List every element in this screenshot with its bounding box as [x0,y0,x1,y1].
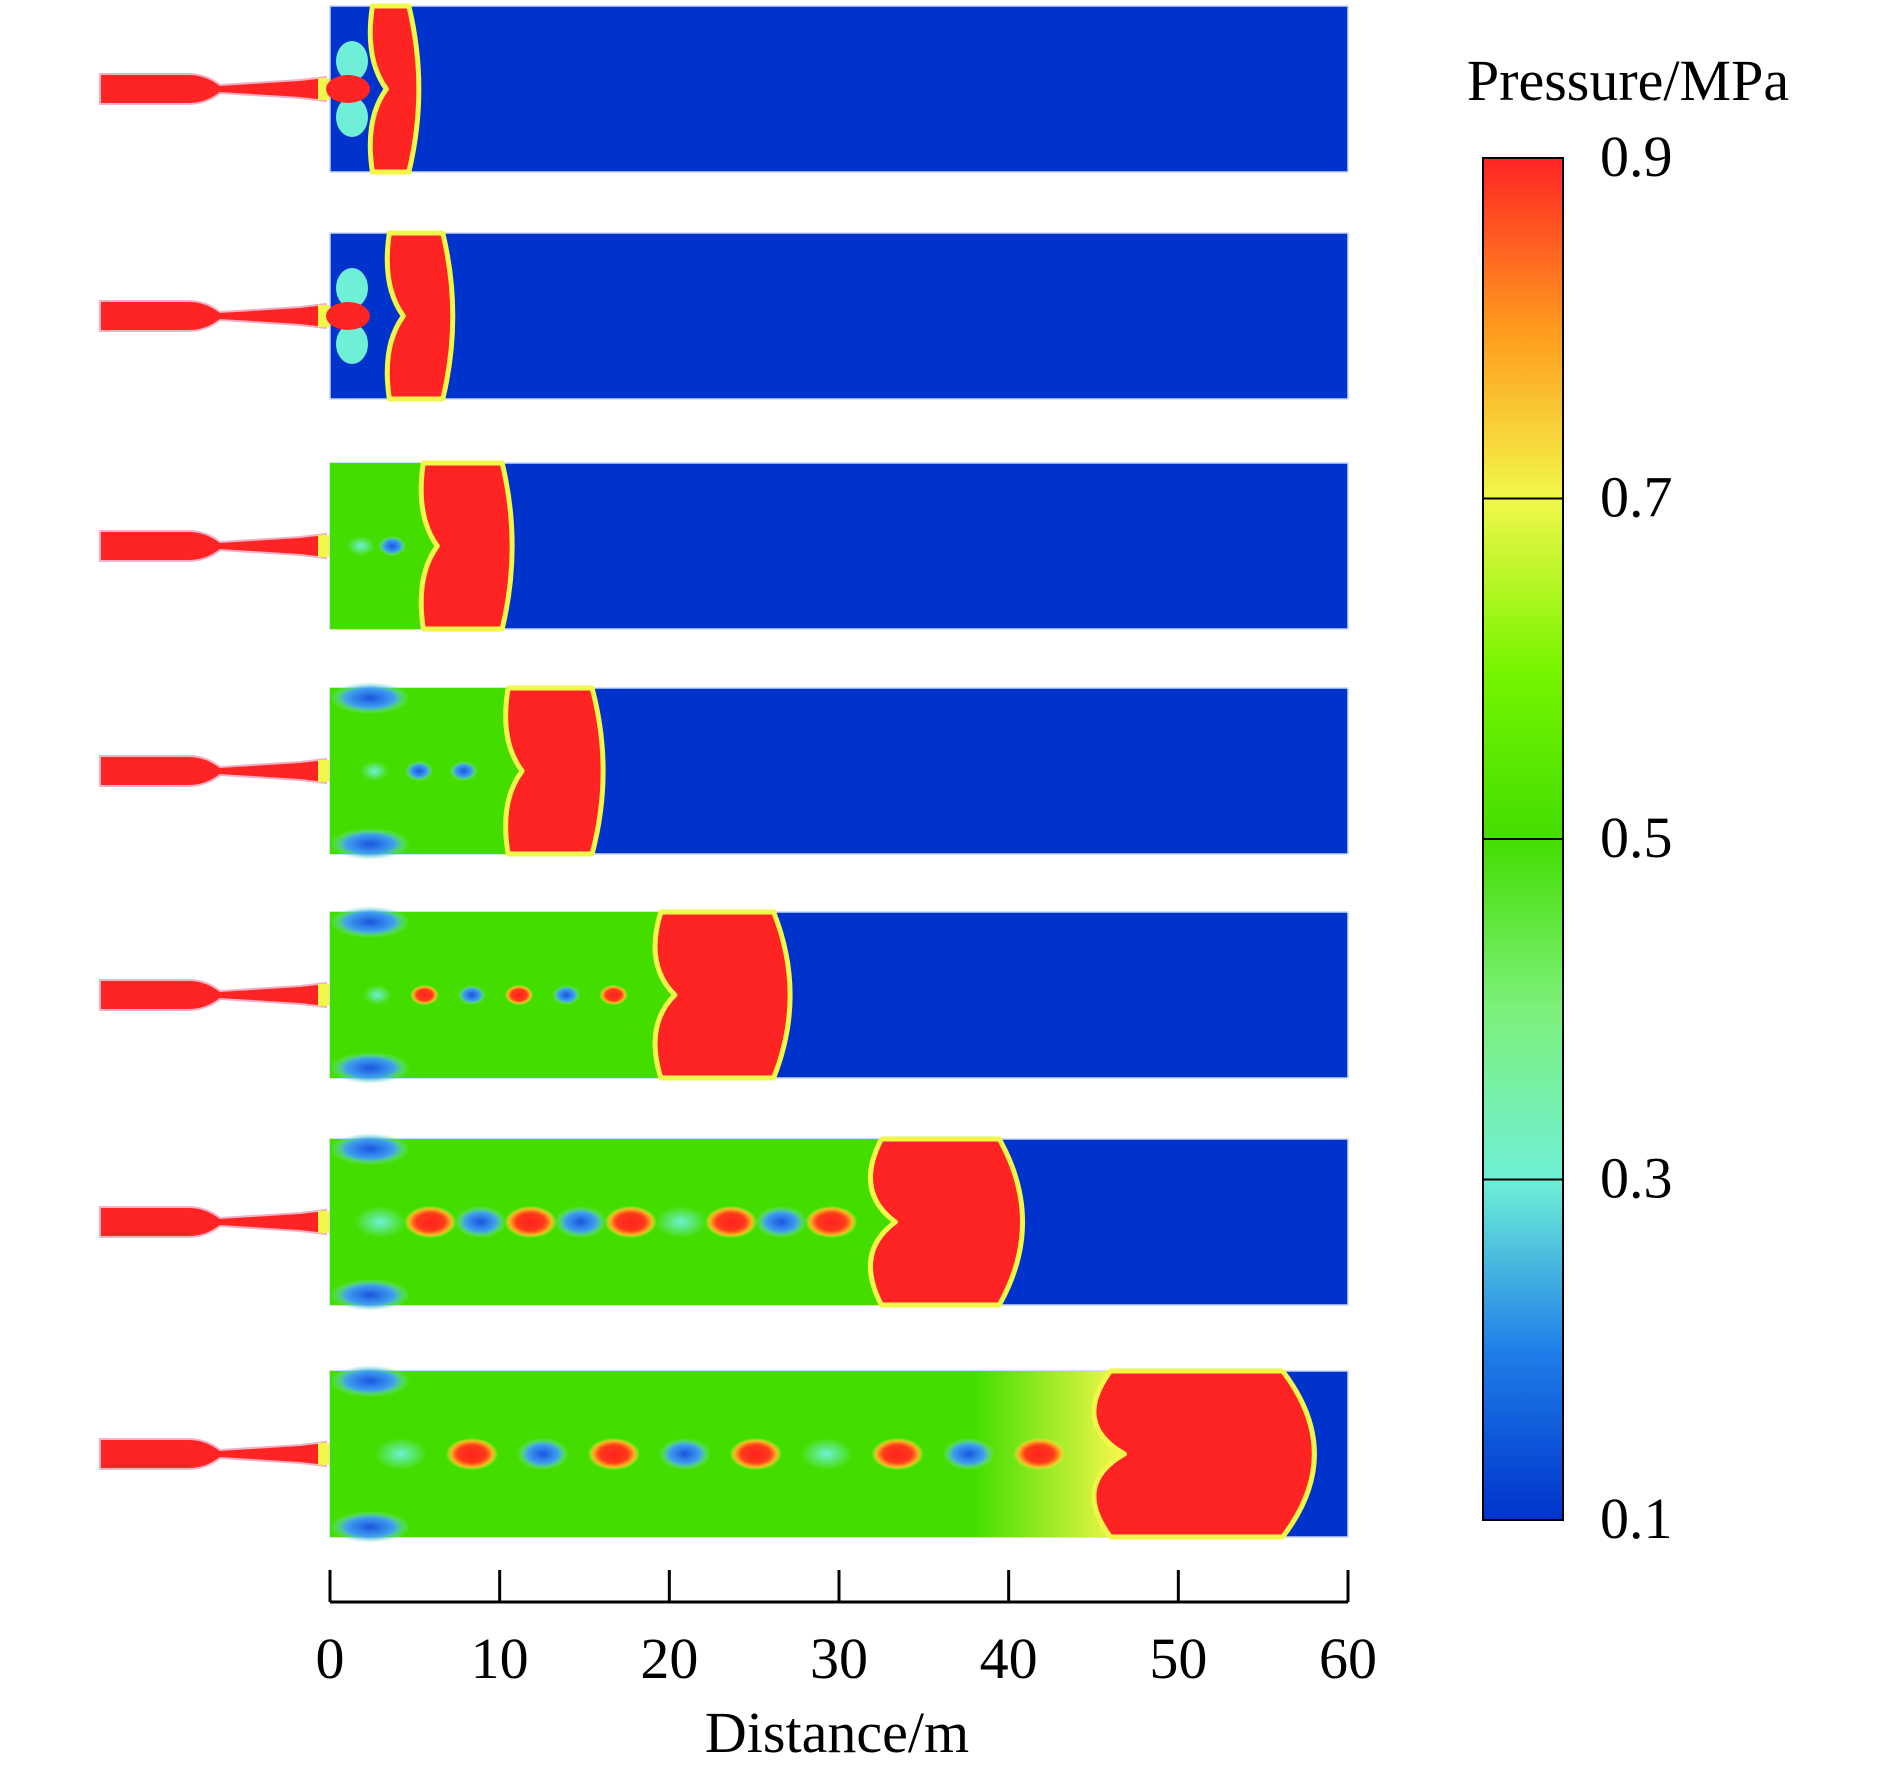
shock-cell [658,1438,711,1470]
nozzle [99,73,327,105]
expansion-zone [330,906,410,938]
shock-cell [454,1206,507,1238]
shock-cell [871,1438,924,1470]
shock-cell [1013,1438,1066,1470]
jet-core [326,302,370,330]
nozzle-exit [318,1211,330,1233]
vortex-ring [336,268,368,308]
shock-cell [942,1438,995,1470]
colorbar-tick-label: 0.9 [1600,124,1673,189]
shock-front [652,909,793,1081]
vortex-ring [336,41,368,81]
colorbar-tick-label: 0.7 [1600,465,1673,530]
shock-cell [800,1438,853,1470]
expansion-zone [330,828,410,860]
ambient-region [329,232,1349,400]
contour-frames [99,3,1349,1543]
shock-cell [457,985,486,1005]
shock-cell [587,1438,640,1470]
x-tick-label: 30 [810,1626,868,1691]
nozzle [99,755,327,787]
x-tick-label: 20 [640,1626,698,1691]
nozzle [99,1438,327,1470]
shock-cell [654,1206,707,1238]
colorbar-tick-label: 0.3 [1600,1146,1673,1211]
contour-frame [99,3,1349,175]
shock-cell [552,985,581,1005]
nozzle [99,300,327,332]
shock-cell [604,1206,657,1238]
nozzle-exit [318,78,330,100]
nozzle [99,530,327,562]
nozzle-exit [318,1443,330,1465]
contour-frame [99,1133,1349,1311]
nozzle-exit [318,760,330,782]
shock-front [1091,1368,1317,1540]
nozzle-exit [318,305,330,327]
shock-cell [405,761,434,781]
shock-front [367,3,422,175]
shock-cell [374,1438,427,1470]
shock-cell [347,536,376,556]
x-tick-label: 10 [471,1626,529,1691]
shock-front [384,230,456,402]
shock-cell [449,761,478,781]
expansion-zone [330,1511,410,1543]
shock-cell [554,1206,607,1238]
distance-axis: 0 10 20 30 40 50 60 Distance/m [316,1570,1377,1765]
shock-cell [505,985,534,1005]
shock-cell [404,1206,457,1238]
expansion-zone [330,1133,410,1165]
shock-cell [378,536,407,556]
shock-cell [360,761,389,781]
expansion-zone [330,682,410,714]
vortex-ring [336,324,368,364]
contour-frame [99,460,1349,632]
shock-cell [410,985,439,1005]
shock-front [868,1136,1026,1308]
contour-frame [99,230,1349,402]
shock-cell [729,1438,782,1470]
shock-cell [705,1206,758,1238]
contour-frame [99,1365,1349,1543]
x-axis-label: Distance/m [705,1700,969,1765]
shock-front [418,460,515,632]
shock-cell [363,985,392,1005]
shock-cell [504,1206,557,1238]
x-tick-label: 60 [1319,1626,1377,1691]
shock-cell [354,1206,407,1238]
nozzle-exit [318,984,330,1006]
shock-cell [516,1438,569,1470]
colorbar-tick-label: 0.5 [1600,805,1673,870]
nozzle-exit [318,535,330,557]
shock-cell [599,985,628,1005]
colorbar-tick-label: 0.1 [1600,1486,1673,1551]
nozzle [99,1206,327,1238]
expansion-zone [330,1279,410,1311]
expansion-zone [330,1052,410,1084]
shock-cell [755,1206,808,1238]
contour-frame [99,906,1349,1084]
pressure-colorbar: Pressure/MPa 0.9 0.7 0.5 0.3 0.1 [1467,48,1789,1551]
contour-frame [99,682,1349,860]
shock-cell [445,1438,498,1470]
x-tick-label: 50 [1149,1626,1207,1691]
x-tick-label: 40 [980,1626,1038,1691]
vortex-ring [336,97,368,137]
x-tick-label: 0 [316,1626,345,1691]
nozzle [99,979,327,1011]
shock-cell [805,1206,858,1238]
colorbar-label: Pressure/MPa [1467,48,1789,113]
expansion-zone [330,1365,410,1397]
shock-front [503,685,606,857]
ambient-region [329,5,1349,173]
jet-core [326,75,370,103]
